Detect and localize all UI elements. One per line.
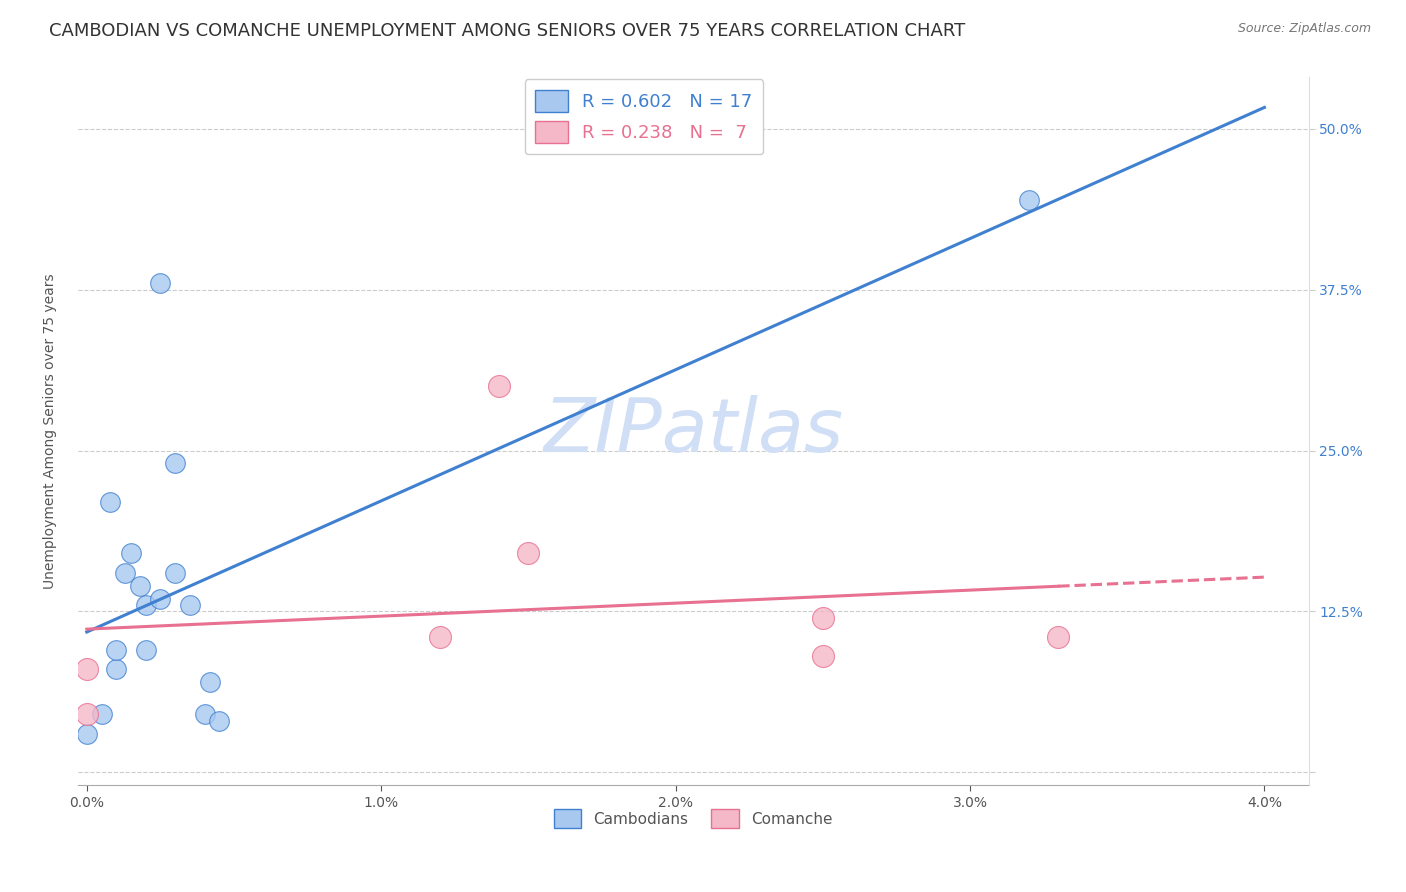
- Point: [76, 707, 98, 722]
- Point: [114, 566, 136, 580]
- Point: [120, 547, 142, 561]
- Y-axis label: Unemployment Among Seniors over 75 years: Unemployment Among Seniors over 75 years: [44, 274, 58, 589]
- Point: [811, 649, 834, 664]
- Point: [105, 643, 128, 657]
- Point: [149, 591, 172, 606]
- Point: [429, 630, 451, 644]
- Text: ZIPatlas: ZIPatlas: [543, 395, 844, 467]
- Point: [193, 707, 215, 722]
- Point: [488, 379, 510, 393]
- Point: [90, 707, 112, 722]
- Point: [1047, 630, 1070, 644]
- Point: [135, 598, 157, 612]
- Point: [179, 598, 201, 612]
- Text: Source: ZipAtlas.com: Source: ZipAtlas.com: [1237, 22, 1371, 36]
- Point: [135, 643, 157, 657]
- Text: CAMBODIAN VS COMANCHE UNEMPLOYMENT AMONG SENIORS OVER 75 YEARS CORRELATION CHART: CAMBODIAN VS COMANCHE UNEMPLOYMENT AMONG…: [49, 22, 966, 40]
- Point: [811, 611, 834, 625]
- Point: [208, 714, 231, 728]
- Point: [165, 566, 187, 580]
- Point: [517, 547, 540, 561]
- Point: [98, 495, 121, 509]
- Point: [128, 579, 150, 593]
- Point: [76, 726, 98, 740]
- Point: [76, 662, 98, 676]
- Legend: Cambodians, Comanche: Cambodians, Comanche: [548, 803, 839, 834]
- Point: [165, 457, 187, 471]
- Point: [200, 675, 222, 690]
- Point: [105, 662, 128, 676]
- Point: [149, 277, 172, 291]
- Point: [1018, 193, 1040, 207]
